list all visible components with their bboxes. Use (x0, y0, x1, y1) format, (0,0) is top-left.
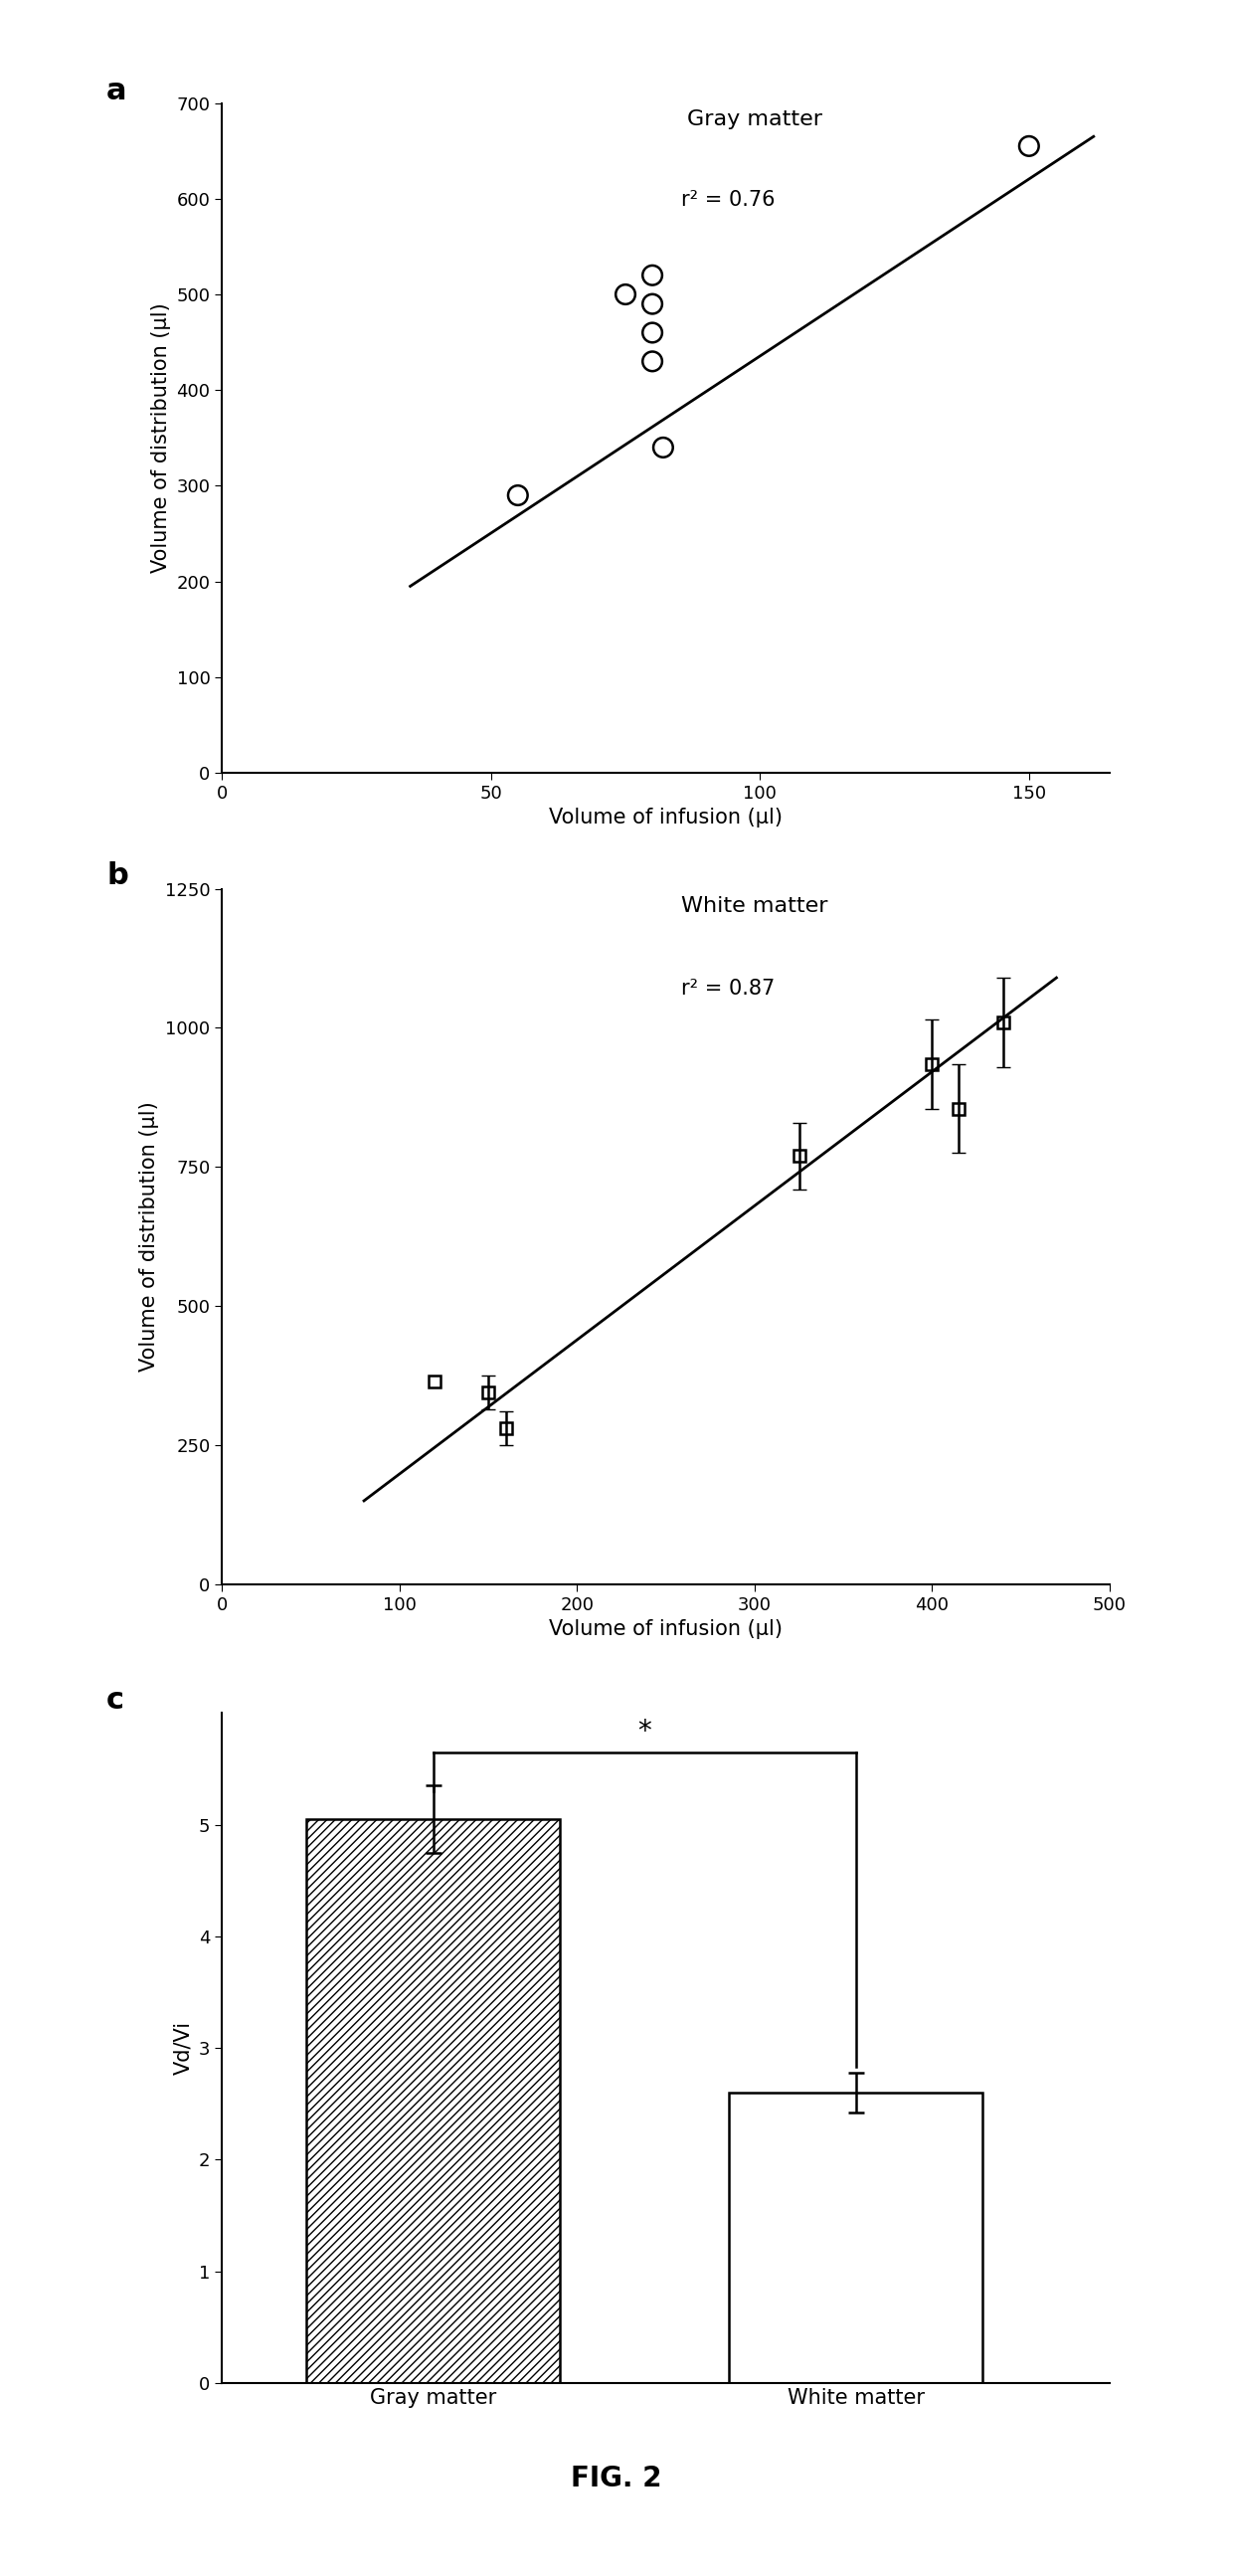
Bar (307, 1819, 560, 2383)
Text: White matter: White matter (682, 896, 827, 914)
Text: b: b (106, 860, 128, 889)
Text: *: * (637, 1718, 651, 1747)
Text: r² = 0.87: r² = 0.87 (681, 979, 774, 999)
Text: a: a (106, 77, 127, 106)
Y-axis label: Volume of distribution (µl): Volume of distribution (µl) (150, 304, 171, 572)
Y-axis label: Vd/Vi: Vd/Vi (174, 2022, 194, 2074)
Text: c: c (106, 1687, 125, 1716)
X-axis label: Volume of infusion (µl): Volume of infusion (µl) (549, 809, 783, 827)
Point (642, 283, 662, 325)
Y-axis label: Volume of distribution (µl): Volume of distribution (µl) (139, 1103, 159, 1370)
Point (642, 255, 662, 296)
Bar (729, 2092, 983, 2383)
Text: r² = 0.76: r² = 0.76 (681, 191, 776, 211)
Text: Gray matter: Gray matter (687, 111, 822, 129)
Point (1020, 126, 1039, 167)
Point (642, 312, 662, 353)
Point (508, 474, 528, 515)
Point (653, 428, 673, 469)
Text: FIG. 2: FIG. 2 (571, 2465, 662, 2491)
Point (642, 340, 662, 381)
Point (615, 273, 635, 314)
X-axis label: Volume of infusion (µl): Volume of infusion (µl) (549, 1620, 783, 1638)
